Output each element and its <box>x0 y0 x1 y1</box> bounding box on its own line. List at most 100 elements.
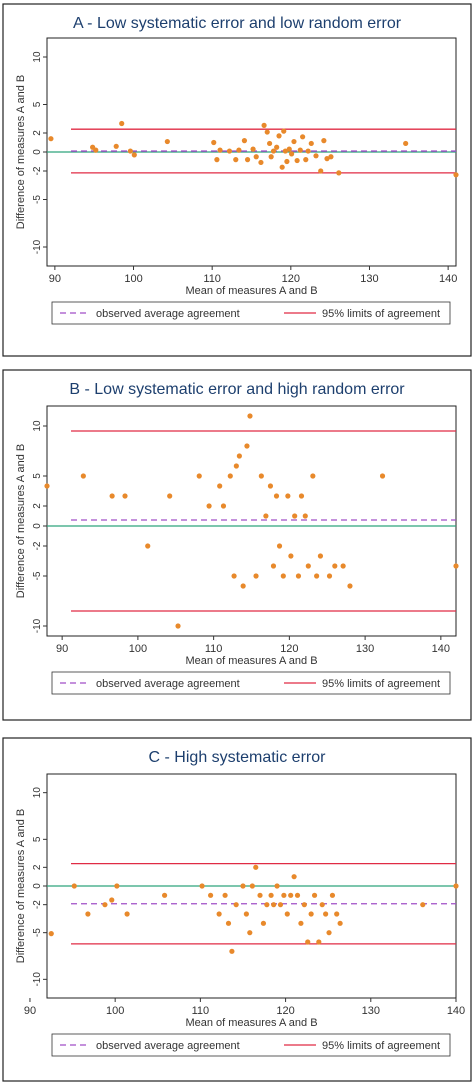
data-point <box>263 513 269 519</box>
data-point <box>311 892 318 898</box>
data-point <box>308 140 314 147</box>
data-point <box>403 140 409 147</box>
x-tick-label: 90 <box>24 1005 36 1017</box>
y-tick-label: 10 <box>32 420 43 432</box>
y-tick-label: -10 <box>32 239 43 254</box>
data-point <box>167 493 173 499</box>
data-point <box>308 911 314 917</box>
data-point <box>102 902 108 908</box>
data-point <box>109 897 115 903</box>
data-point <box>281 892 287 898</box>
data-point <box>453 172 459 178</box>
x-tick-label: 110 <box>205 643 223 655</box>
data-point <box>208 892 214 898</box>
data-point <box>229 948 235 954</box>
x-tick-label: 100 <box>129 643 147 655</box>
panel-title: C - High systematic error <box>149 749 327 766</box>
x-tick-label: 100 <box>106 1005 124 1017</box>
x-tick-label: 130 <box>360 273 378 285</box>
y-tick-label: 5 <box>32 473 43 479</box>
legend-box <box>51 301 451 325</box>
data-point <box>164 138 170 145</box>
data-point <box>289 151 295 157</box>
x-axis-label: Mean of measures A and B <box>185 1017 317 1029</box>
legend-box <box>51 671 451 695</box>
data-point <box>247 930 253 936</box>
data-point <box>273 493 280 499</box>
data-point <box>305 563 311 569</box>
legend-box <box>51 1033 451 1057</box>
data-point <box>319 902 325 908</box>
data-point <box>274 144 280 150</box>
data-point <box>257 892 263 898</box>
data-point <box>300 134 306 140</box>
data-point <box>233 902 239 908</box>
data-point <box>175 623 181 629</box>
data-point <box>231 573 237 579</box>
x-axis-label: Mean of measures A and B <box>185 655 317 667</box>
data-point <box>317 553 324 559</box>
data-point <box>324 156 330 162</box>
data-point <box>80 473 86 479</box>
data-point <box>313 153 319 159</box>
data-point <box>253 573 259 579</box>
data-point <box>264 129 270 135</box>
data-point <box>225 920 232 926</box>
data-point <box>261 122 267 128</box>
x-tick-label: 110 <box>192 1005 210 1017</box>
data-point <box>453 883 459 889</box>
data-point <box>247 413 253 419</box>
data-point <box>240 883 246 889</box>
x-axis-label: Mean of measures A and B <box>185 285 317 297</box>
legend-label-limits: 95% limits of agreement <box>322 308 440 320</box>
y-tick-label: 2 <box>32 864 43 870</box>
data-point <box>243 911 249 917</box>
data-point <box>145 543 151 549</box>
data-point <box>109 493 115 499</box>
y-tick-label: -5 <box>32 571 43 580</box>
data-point <box>284 911 290 917</box>
y-tick-label: 5 <box>32 836 43 842</box>
y-axis-label: Difference of measures A and B <box>15 75 27 230</box>
data-point <box>227 473 233 479</box>
data-point <box>161 892 168 898</box>
data-point <box>329 892 336 898</box>
data-point <box>298 920 304 926</box>
x-tick-label: 120 <box>276 1005 294 1017</box>
data-point <box>244 157 251 163</box>
data-point <box>131 152 137 158</box>
data-point <box>379 473 386 479</box>
data-point <box>258 473 264 479</box>
data-point <box>288 553 294 559</box>
y-tick-label: -5 <box>32 928 43 937</box>
data-point <box>206 503 212 509</box>
data-point <box>326 573 333 579</box>
y-tick-label: -2 <box>32 541 43 550</box>
data-point <box>305 148 311 154</box>
data-point <box>240 583 246 589</box>
data-point <box>258 159 264 166</box>
y-tick-label: -2 <box>32 900 43 909</box>
x-tick-label: 100 <box>124 273 142 285</box>
data-point <box>113 143 119 149</box>
y-tick-label: -10 <box>32 618 43 633</box>
legend-label-average: observed average agreement <box>96 678 240 690</box>
data-point <box>217 483 223 489</box>
data-point <box>71 883 77 889</box>
data-point <box>268 892 274 898</box>
y-tick-label: -10 <box>32 972 43 987</box>
data-point <box>310 473 316 479</box>
data-point <box>267 483 274 489</box>
data-point <box>295 573 302 579</box>
data-point <box>127 148 133 154</box>
data-point <box>337 920 343 926</box>
data-point <box>271 902 277 908</box>
data-point <box>216 911 222 917</box>
data-point <box>302 513 308 519</box>
data-point <box>453 563 459 569</box>
data-point <box>241 138 248 144</box>
panel-title: B - Low systematic error and high random… <box>69 381 405 398</box>
y-tick-label: 2 <box>32 130 43 136</box>
data-point <box>93 147 99 153</box>
x-tick-label: 120 <box>282 273 300 285</box>
